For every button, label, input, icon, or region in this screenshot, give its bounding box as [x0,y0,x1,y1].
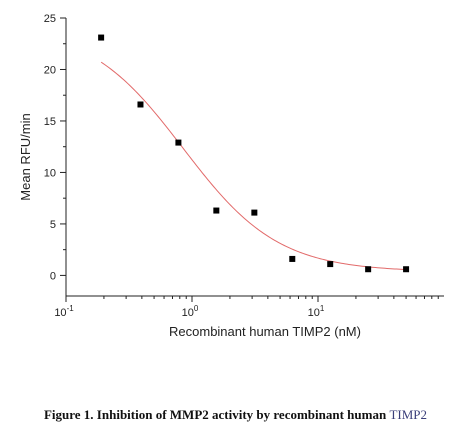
y-axis-title: Mean RFU/min [18,113,33,200]
caption-accent: TIMP2 [389,407,428,422]
data-point [175,139,182,146]
y-tick-label: 25 [44,13,56,25]
x-tick-exponent: -1 [67,304,75,313]
y-tick-label: 20 [44,64,56,76]
y-tick-label: 15 [44,116,56,128]
x-tick-label: 101 [308,304,325,319]
x-tick-label: 10-1 [54,304,74,319]
y-tick-label: 5 [50,219,56,231]
x-tick-exponent: 1 [320,304,325,313]
data-point [289,255,296,262]
data-points [98,34,410,273]
data-point [327,261,334,268]
x-tick-label: 100 [182,304,199,319]
figure-caption: Figure 1. Inhibition of MMP2 activity by… [0,407,471,423]
data-point [365,266,372,273]
x-tick-exponent: 0 [194,304,199,313]
y-tick-label: 10 [44,167,56,179]
caption-text: Figure 1. Inhibition of MMP2 activity by… [43,407,390,422]
data-point [251,209,258,216]
y-tick-label: 0 [50,270,56,282]
data-point [137,101,144,108]
fit-line [100,61,407,271]
fit-curve [100,61,407,271]
data-point [213,207,220,214]
x-axis-title: Recombinant human TIMP2 (nM) [169,324,361,339]
data-point [98,34,105,41]
data-point [403,266,410,273]
